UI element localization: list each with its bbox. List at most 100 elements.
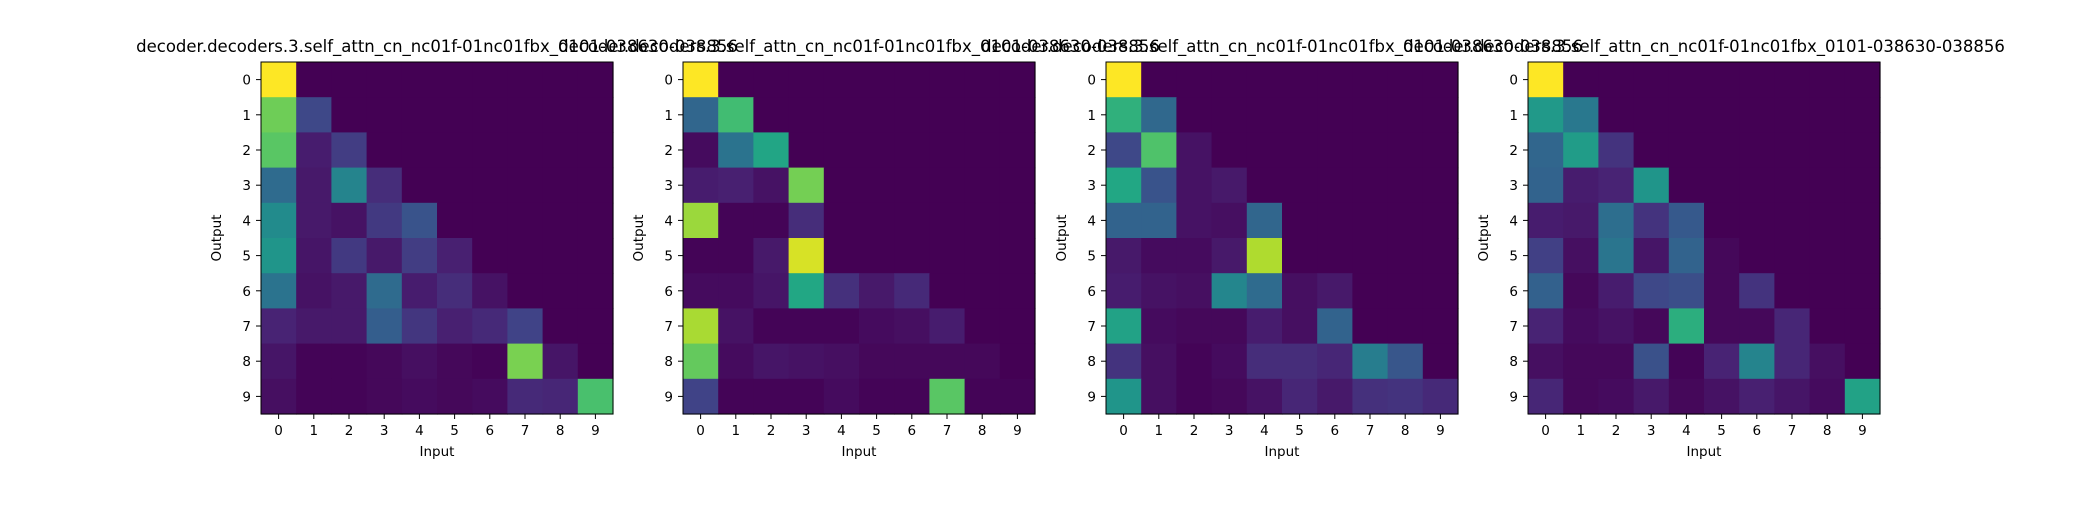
heatmap-cell-r9-c8 bbox=[1809, 378, 1846, 415]
heatmap-cell-r3-c6 bbox=[1317, 167, 1353, 204]
y-tick-label: 5 bbox=[1087, 249, 1096, 265]
heatmap-cell-r3-c6 bbox=[894, 167, 930, 204]
heatmap-cell-r8-c5 bbox=[1282, 343, 1318, 380]
heatmap-cell-r8-c4 bbox=[1668, 343, 1705, 380]
heatmap-cell-r9-c6 bbox=[1739, 378, 1775, 415]
heatmap-cell-r2-c7 bbox=[929, 132, 966, 169]
heatmap-cell-r1-c2 bbox=[753, 97, 790, 133]
heatmap-cell-r3-c8 bbox=[1387, 167, 1424, 204]
y-tick-label: 4 bbox=[242, 213, 251, 229]
heatmap-cell-r0-c1 bbox=[718, 62, 754, 98]
heatmap-panel-4: 0 1 2 3 4 5 6 7 8 9 0 1 2 3 4 5 6 7 8 9 Input Output decoder.d… bbox=[1403, 37, 2005, 460]
heatmap-cell-r5-c7 bbox=[507, 238, 544, 274]
heatmap-cell-r8-c1 bbox=[1141, 343, 1177, 380]
heatmap-cell-r9-c1 bbox=[1141, 378, 1177, 415]
heatmap-cell-r8-c4 bbox=[401, 343, 438, 380]
x-tick-label: 7 bbox=[1366, 423, 1375, 439]
heatmap-cell-r1-c6 bbox=[1739, 97, 1775, 133]
heatmap-cell-r5-c8 bbox=[964, 238, 1001, 274]
heatmap-cell-r6-c8 bbox=[1809, 273, 1846, 309]
heatmap-cell-r6-c1 bbox=[718, 273, 754, 309]
heatmap-cell-r9-c3 bbox=[1211, 378, 1248, 415]
heatmap-cell-r4-c3 bbox=[788, 202, 825, 239]
heatmap-cell-r7-c9 bbox=[999, 308, 1036, 345]
heatmap-cell-r0-c2 bbox=[1176, 62, 1213, 98]
heatmap-cell-r2-c1 bbox=[718, 132, 754, 169]
heatmap-cell-r0-c3 bbox=[1211, 62, 1248, 98]
y-tick-label: 4 bbox=[664, 213, 673, 229]
heatmap-cell-r7-c3 bbox=[788, 308, 825, 345]
axes-frame bbox=[1105, 61, 1459, 415]
heatmap-cell-r5-c4 bbox=[1668, 238, 1705, 274]
heatmap-cell-r0-c9 bbox=[1844, 62, 1881, 98]
x-tick-label: 7 bbox=[943, 423, 952, 439]
y-tick-label: 5 bbox=[1509, 249, 1518, 265]
heatmap-cell-r2-c6 bbox=[894, 132, 930, 169]
heatmap-cell-r0-c2 bbox=[753, 62, 790, 98]
heatmap-cell-r1-c2 bbox=[331, 97, 368, 133]
heatmap-cell-r4-c7 bbox=[507, 202, 544, 239]
heatmap-cell-r0-c1 bbox=[1141, 62, 1177, 98]
heatmap-cell-r0-c7 bbox=[507, 62, 544, 98]
heatmap-cell-r6-c8 bbox=[542, 273, 579, 309]
heatmap-cell-r9-c1 bbox=[718, 378, 754, 415]
heatmap-cell-r7-c8 bbox=[542, 308, 579, 345]
heatmap-cell-r5-c4 bbox=[1246, 238, 1283, 274]
heatmap-cell-r8-c6 bbox=[894, 343, 930, 380]
heatmap-cell-r4-c2 bbox=[331, 202, 368, 239]
heatmap-cell-r6-c7 bbox=[929, 273, 966, 309]
heatmap-cell-r9-c2 bbox=[331, 378, 368, 415]
heatmap-cell-r3-c0 bbox=[1106, 167, 1142, 204]
heatmap-cell-r9-c2 bbox=[1598, 378, 1635, 415]
heatmap-cell-r7-c2 bbox=[1598, 308, 1635, 345]
heatmap-cell-r9-c7 bbox=[929, 378, 966, 415]
heatmap-cell-r8-c3 bbox=[788, 343, 825, 380]
heatmap-cell-r4-c8 bbox=[1809, 202, 1846, 239]
heatmap-cell-r1-c6 bbox=[894, 97, 930, 133]
heatmap-cell-r6-c8 bbox=[964, 273, 1001, 309]
heatmap-cell-r2-c6 bbox=[1739, 132, 1775, 169]
heatmap-cell-r7-c9 bbox=[1844, 308, 1881, 345]
x-tick-label: 4 bbox=[837, 423, 846, 439]
heatmap-cell-r0-c0 bbox=[1106, 62, 1142, 98]
heatmap-cell-r0-c3 bbox=[788, 62, 825, 98]
heatmap-cell-r6-c2 bbox=[331, 273, 368, 309]
heatmap-cell-r1-c4 bbox=[823, 97, 860, 133]
x-tick-label: 1 bbox=[732, 423, 741, 439]
heatmap-cell-r8-c9 bbox=[999, 343, 1036, 380]
heatmap-cell-r3-c2 bbox=[1176, 167, 1213, 204]
heatmap-cell-r0-c5 bbox=[437, 62, 473, 98]
heatmap-cell-r4-c5 bbox=[437, 202, 473, 239]
heatmap-cell-r9-c2 bbox=[1176, 378, 1213, 415]
heatmap-cell-r2-c9 bbox=[1422, 132, 1459, 169]
heatmap-cell-r0-c4 bbox=[1668, 62, 1705, 98]
heatmap-cell-r1-c5 bbox=[1282, 97, 1318, 133]
y-tick-label: 2 bbox=[1509, 143, 1518, 159]
y-tick-label: 5 bbox=[664, 249, 673, 265]
heatmap-cell-r8-c5 bbox=[437, 343, 473, 380]
heatmap-cell-r2-c4 bbox=[401, 132, 438, 169]
heatmap-cell-r5-c7 bbox=[1352, 238, 1389, 274]
heatmap-cell-r5-c0 bbox=[683, 238, 719, 274]
heatmap-cell-r7-c6 bbox=[894, 308, 930, 345]
heatmap-cell-r6-c1 bbox=[1563, 273, 1599, 309]
y-tick-label: 5 bbox=[242, 249, 251, 265]
heatmap-cell-r9-c7 bbox=[507, 378, 544, 415]
x-tick-label: 3 bbox=[380, 423, 389, 439]
heatmap-cell-r9-c8 bbox=[1387, 378, 1424, 415]
y-tick-label: 7 bbox=[1087, 319, 1096, 335]
heatmap-cell-r0-c7 bbox=[929, 62, 966, 98]
heatmap-cell-r4-c5 bbox=[1704, 202, 1740, 239]
heatmap-cell-r3-c8 bbox=[1809, 167, 1846, 204]
heatmap-cell-r6-c0 bbox=[683, 273, 719, 309]
heatmap-cell-r2-c5 bbox=[859, 132, 895, 169]
heatmap-cell-r0-c8 bbox=[542, 62, 579, 98]
heatmap-cell-r7-c2 bbox=[1176, 308, 1213, 345]
heatmap-cell-r2-c2 bbox=[1598, 132, 1635, 169]
heatmap-cell-r5-c1 bbox=[1141, 238, 1177, 274]
heatmap-cell-r3-c3 bbox=[1211, 167, 1248, 204]
heatmap-cell-r3-c9 bbox=[999, 167, 1036, 204]
heatmap-cell-r5-c4 bbox=[823, 238, 860, 274]
x-tick-label: 6 bbox=[486, 423, 495, 439]
heatmap-cell-r4-c4 bbox=[401, 202, 438, 239]
